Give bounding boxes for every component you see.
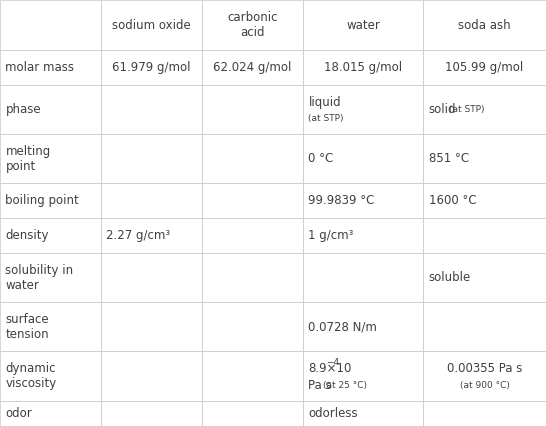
Bar [303, 351, 423, 401]
Text: 1 g/cm³: 1 g/cm³ [308, 229, 354, 242]
Bar [423, 50, 546, 85]
Bar [423, 134, 546, 183]
Text: 1600 °C: 1600 °C [429, 194, 476, 207]
Bar [202, 401, 303, 426]
Bar [303, 253, 423, 302]
Bar [303, 134, 423, 183]
Text: carbonic
acid: carbonic acid [227, 11, 278, 39]
Text: solid: solid [429, 103, 456, 116]
Text: 851 °C: 851 °C [429, 152, 468, 165]
Text: −4: −4 [326, 358, 339, 367]
Bar [423, 253, 546, 302]
Text: soluble: soluble [429, 271, 471, 284]
Bar [423, 351, 546, 401]
Bar [101, 351, 202, 401]
Text: (at STP): (at STP) [308, 114, 344, 123]
Bar [101, 0, 202, 50]
Bar [303, 302, 423, 351]
Bar [423, 302, 546, 351]
Bar [303, 85, 423, 134]
Bar [0, 401, 101, 426]
Text: 61.979 g/mol: 61.979 g/mol [112, 61, 191, 74]
Bar [101, 134, 202, 183]
Text: boiling point: boiling point [5, 194, 79, 207]
Text: melting
point: melting point [5, 145, 51, 173]
Text: dynamic
viscosity: dynamic viscosity [5, 362, 57, 390]
Bar [423, 218, 546, 253]
Text: 105.99 g/mol: 105.99 g/mol [446, 61, 524, 74]
Bar [101, 253, 202, 302]
Text: soda ash: soda ash [458, 19, 511, 32]
Bar [303, 401, 423, 426]
Text: 0 °C: 0 °C [308, 152, 334, 165]
Bar [0, 218, 101, 253]
Text: 2.27 g/cm³: 2.27 g/cm³ [106, 229, 170, 242]
Text: sodium oxide: sodium oxide [112, 19, 191, 32]
Bar [202, 183, 303, 218]
Bar [0, 134, 101, 183]
Bar [202, 0, 303, 50]
Text: liquid: liquid [308, 96, 341, 109]
Bar [0, 183, 101, 218]
Bar [202, 302, 303, 351]
Text: 8.9×10: 8.9×10 [308, 362, 352, 375]
Text: 0.00355 Pa s: 0.00355 Pa s [447, 362, 523, 375]
Bar [101, 183, 202, 218]
Bar [101, 401, 202, 426]
Bar [202, 218, 303, 253]
Text: density: density [5, 229, 49, 242]
Bar [303, 50, 423, 85]
Bar [0, 50, 101, 85]
Bar [202, 50, 303, 85]
Text: molar mass: molar mass [5, 61, 74, 74]
Bar [0, 0, 101, 50]
Text: 0.0728 N/m: 0.0728 N/m [308, 320, 377, 333]
Text: 62.024 g/mol: 62.024 g/mol [213, 61, 292, 74]
Bar [202, 134, 303, 183]
Bar [303, 218, 423, 253]
Bar [423, 85, 546, 134]
Bar [202, 85, 303, 134]
Text: phase: phase [5, 103, 41, 116]
Bar [202, 351, 303, 401]
Bar [423, 401, 546, 426]
Text: solubility in
water: solubility in water [5, 264, 74, 291]
Text: Pa s: Pa s [308, 379, 332, 391]
Bar [101, 218, 202, 253]
Text: odorless: odorless [308, 407, 358, 420]
Bar [0, 351, 101, 401]
Bar [303, 0, 423, 50]
Bar [423, 183, 546, 218]
Text: surface
tension: surface tension [5, 313, 49, 340]
Bar [423, 0, 546, 50]
Bar [101, 50, 202, 85]
Bar [101, 85, 202, 134]
Text: 99.9839 °C: 99.9839 °C [308, 194, 375, 207]
Text: (at STP): (at STP) [449, 105, 485, 114]
Text: odor: odor [5, 407, 32, 420]
Text: water: water [346, 19, 380, 32]
Bar [101, 302, 202, 351]
Text: (at 900 °C): (at 900 °C) [460, 381, 509, 390]
Bar [202, 253, 303, 302]
Text: 18.015 g/mol: 18.015 g/mol [324, 61, 402, 74]
Bar [303, 183, 423, 218]
Text: (at 25 °C): (at 25 °C) [323, 381, 367, 390]
Bar [0, 253, 101, 302]
Bar [0, 85, 101, 134]
Bar [0, 302, 101, 351]
